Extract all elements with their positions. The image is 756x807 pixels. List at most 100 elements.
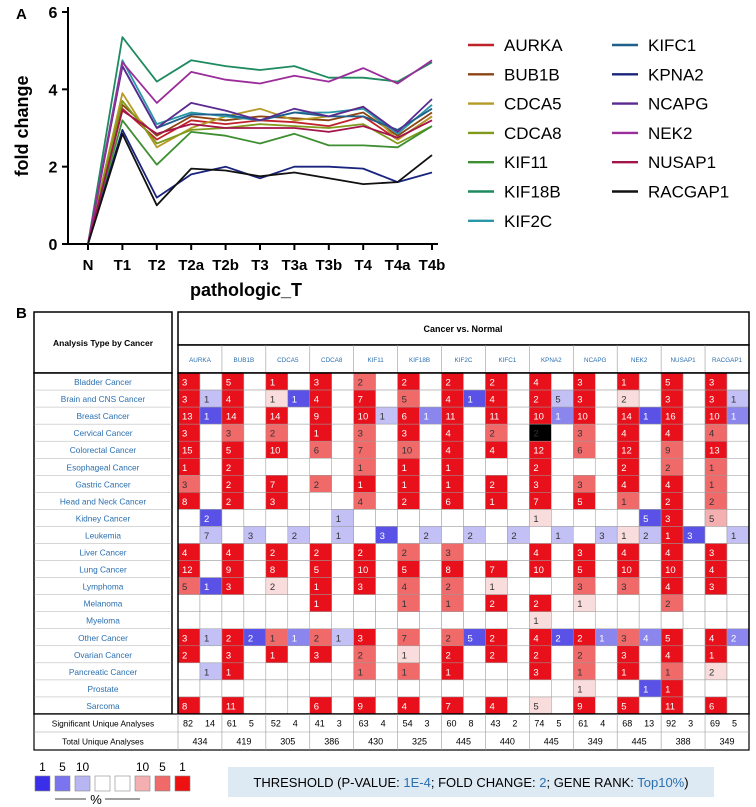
legend-swatch — [134, 775, 151, 792]
down-cell — [419, 577, 442, 595]
significant-down: 2 — [512, 719, 517, 729]
up-count: 2 — [665, 599, 670, 610]
up-count: 3 — [533, 480, 538, 491]
down-cell — [682, 679, 706, 698]
down-cell — [594, 372, 618, 391]
down-cell — [419, 679, 442, 698]
threshold-prefix: THRESHOLD (P-VALUE: — [253, 775, 403, 790]
down-cell — [243, 423, 267, 442]
significant-up: 92 — [666, 719, 676, 729]
oncomine-table-panel: B Analysis Type by Cancer Cancer vs. Nor… — [16, 305, 750, 807]
down-cell — [551, 458, 574, 476]
down-cell — [726, 543, 750, 561]
up-cell — [573, 611, 596, 630]
down-cell — [463, 696, 486, 715]
down-cell — [551, 679, 574, 698]
down-cell — [375, 423, 398, 442]
up-cell — [221, 679, 245, 698]
up-count: 2 — [533, 650, 538, 661]
down-cell — [594, 389, 618, 408]
up-count: 7 — [358, 446, 363, 457]
up-count: 2 — [665, 497, 670, 508]
up-count: 4 — [402, 701, 407, 712]
significant-down: 8 — [468, 719, 473, 729]
down-count: 2 — [424, 531, 429, 542]
down-cell — [331, 696, 354, 715]
total-analyses: 388 — [676, 737, 691, 747]
down-cell — [243, 577, 267, 595]
significant-down: 4 — [600, 719, 605, 729]
down-count: 2 — [204, 514, 209, 525]
gene-header-bub1b: BUB1B — [234, 357, 255, 364]
up-count: 5 — [226, 446, 231, 457]
cancer-name: Other Cancer — [78, 633, 128, 643]
down-cell — [375, 662, 398, 681]
up-count: 4 — [533, 548, 538, 559]
cancer-names: Bladder Cancer Brain and CNS Cancer Breast… — [34, 377, 172, 711]
up-count: 10 — [358, 412, 369, 423]
panel-a-label: A — [16, 6, 27, 23]
up-cell — [660, 611, 684, 630]
down-cell — [419, 696, 442, 715]
down-count: 1 — [731, 531, 736, 542]
up-count: 1 — [621, 531, 626, 542]
down-cell — [726, 458, 750, 476]
up-count: 1 — [577, 599, 582, 610]
x-tick-label: T3b — [315, 257, 342, 274]
down-cell — [287, 440, 311, 459]
row-header: Analysis Type by Cancer — [53, 338, 154, 348]
down-cell — [243, 406, 267, 425]
up-count: 5 — [665, 633, 670, 644]
up-count: 2 — [270, 582, 275, 593]
down-cell — [507, 458, 530, 476]
up-count: 3 — [577, 395, 582, 406]
up-count: 2 — [314, 480, 319, 491]
down-count: 3 — [248, 531, 253, 542]
up-count: 1 — [270, 650, 275, 661]
down-cell — [375, 492, 398, 510]
up-count: 5 — [577, 565, 582, 576]
legend-label-nek2: NEK2 — [648, 124, 692, 143]
col-header: Cancer vs. Normal — [423, 324, 502, 334]
up-cell — [353, 526, 376, 544]
series-line-kif2c — [87, 59, 433, 245]
cancer-name: Cervical Cancer — [73, 428, 132, 438]
up-cell — [485, 509, 508, 527]
down-cell — [551, 577, 574, 595]
down-count: 1 — [204, 395, 209, 406]
significant-down: 3 — [425, 719, 430, 729]
legend-label-cdca8: CDCA8 — [504, 124, 562, 143]
down-cell — [375, 611, 398, 630]
threshold-rank: Top10% — [637, 775, 684, 790]
down-cell — [507, 475, 530, 493]
down-cell — [463, 560, 486, 578]
up-cell — [177, 526, 201, 544]
down-cell — [331, 543, 354, 561]
cancer-name: Prostate — [88, 684, 119, 694]
down-cell — [419, 389, 442, 408]
up-count: 3 — [709, 548, 714, 559]
down-cell — [682, 696, 706, 715]
significant-up: 60 — [447, 719, 457, 729]
down-cell — [638, 611, 662, 630]
up-count: 3 — [577, 378, 582, 389]
down-cell — [638, 372, 662, 391]
up-count: 12 — [182, 565, 193, 576]
up-count: 5 — [709, 514, 714, 525]
down-cell — [726, 594, 750, 612]
up-cell — [616, 594, 640, 612]
up-count: 10 — [709, 412, 720, 423]
y-tick-label: 0 — [49, 237, 58, 254]
down-cell — [331, 440, 354, 459]
down-cell — [682, 509, 706, 527]
up-count: 5 — [226, 378, 231, 389]
down-cell — [682, 628, 706, 647]
down-count: 1 — [204, 633, 209, 644]
down-cell — [331, 423, 354, 442]
legend-label-cdca5: CDCA5 — [504, 95, 562, 114]
cancer-name: Sarcoma — [86, 701, 120, 711]
cancer-name: Breast Cancer — [76, 411, 129, 421]
down-cell — [419, 611, 442, 630]
down-cell — [638, 594, 662, 612]
